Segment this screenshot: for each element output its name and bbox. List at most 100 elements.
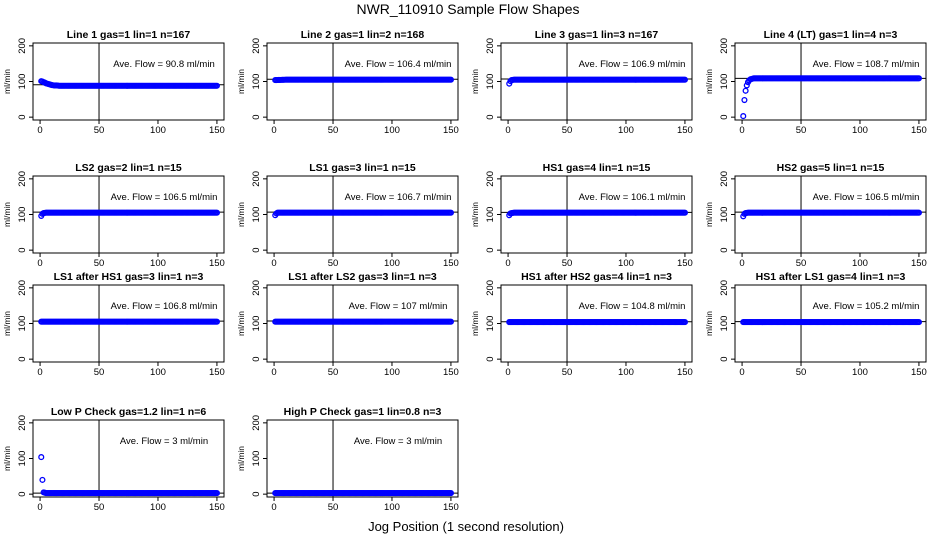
y-tick-label: 100 xyxy=(251,316,262,332)
y-tick-label: 0 xyxy=(251,247,262,252)
data-point xyxy=(915,319,922,326)
x-tick-label: 50 xyxy=(796,125,807,136)
x-tick-label: 100 xyxy=(618,258,634,269)
y-tick-label: 100 xyxy=(485,74,496,90)
data-point xyxy=(38,454,45,461)
data-point xyxy=(915,209,922,216)
x-tick-label: 50 xyxy=(562,125,573,136)
panel-10: LS1 after LS2 gas=3 lin=1 n=3 0 50 100 150 0 1… xyxy=(236,271,459,378)
y-axis-label: ml/min xyxy=(470,69,480,94)
y-tick-label: 0 xyxy=(485,356,496,361)
panel-title: Line 3 gas=1 lin=3 n=167 xyxy=(535,29,659,41)
x-tick-label: 0 xyxy=(739,367,744,378)
panel-7: HS1 gas=4 lin=1 n=15 0 50 100 150 0 100 200 ml/m… xyxy=(470,162,693,269)
x-tick-label: 150 xyxy=(443,125,459,136)
x-tick-label: 100 xyxy=(384,125,400,136)
y-axis-label: ml/min xyxy=(236,446,246,471)
y-tick-label: 100 xyxy=(17,451,28,467)
x-tick-label: 100 xyxy=(852,258,868,269)
y-tick-label: 0 xyxy=(719,356,730,361)
y-tick-label: 200 xyxy=(17,415,28,431)
plot-frame xyxy=(266,419,459,498)
x-tick-label: 50 xyxy=(796,367,807,378)
y-tick-label: 0 xyxy=(251,491,262,496)
y-axis-label: ml/min xyxy=(704,202,714,227)
data-points xyxy=(38,78,220,89)
x-tick-label: 150 xyxy=(209,367,225,378)
panel-title: HS1 after LS1 gas=4 lin=1 n=3 xyxy=(756,271,906,283)
data-points xyxy=(38,318,220,325)
data-points xyxy=(506,209,688,219)
data-point xyxy=(213,209,220,216)
figure-xlabel: Jog Position (1 second resolution) xyxy=(368,519,564,534)
x-tick-label: 100 xyxy=(852,367,868,378)
y-tick-label: 0 xyxy=(251,114,262,119)
y-tick-label: 0 xyxy=(17,356,28,361)
x-tick-label: 50 xyxy=(94,367,105,378)
average-flow-annotation: Ave. Flow = 3 ml/min xyxy=(354,436,442,447)
x-tick-label: 150 xyxy=(209,258,225,269)
x-tick-label: 150 xyxy=(677,125,693,136)
data-points xyxy=(506,76,688,87)
x-tick-label: 50 xyxy=(328,258,339,269)
panel-8: HS2 gas=5 lin=1 n=15 0 50 100 150 0 100 200 ml/m… xyxy=(704,162,927,269)
x-tick-label: 50 xyxy=(94,258,105,269)
x-tick-label: 0 xyxy=(37,258,42,269)
plot-frame xyxy=(32,419,225,498)
x-tick-label: 0 xyxy=(505,258,510,269)
data-point xyxy=(213,82,220,89)
panel-title: Line 4 (LT) gas=1 lin=4 n=3 xyxy=(764,29,898,41)
y-tick-label: 200 xyxy=(17,38,28,54)
data-points xyxy=(506,319,688,326)
y-tick-label: 100 xyxy=(719,316,730,332)
x-tick-label: 150 xyxy=(443,502,459,513)
data-point xyxy=(447,318,454,325)
data-points xyxy=(272,209,454,219)
panel-title: LS1 after HS1 gas=3 lin=1 n=3 xyxy=(54,271,204,283)
plot-frame xyxy=(734,42,927,121)
y-axis-label: ml/min xyxy=(236,202,246,227)
y-tick-label: 100 xyxy=(251,451,262,467)
y-tick-label: 200 xyxy=(719,280,730,296)
y-tick-label: 0 xyxy=(17,491,28,496)
panel-2: Line 2 gas=1 lin=2 n=168 0 50 100 150 0 100 200… xyxy=(236,29,459,136)
data-point xyxy=(681,319,688,326)
data-point xyxy=(213,318,220,325)
y-axis-label: ml/min xyxy=(236,311,246,336)
x-tick-label: 150 xyxy=(677,258,693,269)
panel-title: Low P Check gas=1.2 lin=1 n=6 xyxy=(51,406,206,418)
y-axis-label: ml/min xyxy=(2,69,12,94)
y-tick-label: 100 xyxy=(251,207,262,223)
y-axis-label: ml/min xyxy=(470,202,480,227)
panel-title: Line 2 gas=1 lin=2 n=168 xyxy=(301,29,425,41)
panel-title: LS2 gas=2 lin=1 n=15 xyxy=(75,162,182,174)
y-tick-label: 200 xyxy=(719,171,730,187)
x-tick-label: 150 xyxy=(911,125,927,136)
y-tick-label: 0 xyxy=(485,114,496,119)
y-axis-label: ml/min xyxy=(2,446,12,471)
y-tick-label: 100 xyxy=(17,207,28,223)
y-tick-label: 200 xyxy=(719,38,730,54)
x-tick-label: 50 xyxy=(562,367,573,378)
panel-6: LS1 gas=3 lin=1 n=15 0 50 100 150 0 100 200 ml/m… xyxy=(236,162,459,269)
data-point xyxy=(743,82,750,89)
panel-13: Low P Check gas=1.2 lin=1 n=6 0 50 100 150 0 1… xyxy=(2,406,225,513)
y-tick-label: 0 xyxy=(719,114,730,119)
x-tick-label: 50 xyxy=(328,367,339,378)
average-flow-annotation: Ave. Flow = 104.8 ml/min xyxy=(579,301,686,312)
average-flow-annotation: Ave. Flow = 106.1 ml/min xyxy=(579,192,686,203)
x-tick-label: 100 xyxy=(618,367,634,378)
x-tick-label: 100 xyxy=(150,502,166,513)
y-tick-label: 0 xyxy=(17,247,28,252)
y-tick-label: 0 xyxy=(17,114,28,119)
y-axis-label: ml/min xyxy=(236,69,246,94)
panels: Line 1 gas=1 lin=1 n=167 0 50 100 150 0 100 200… xyxy=(2,29,927,513)
panel-title: HS1 after HS2 gas=4 lin=1 n=3 xyxy=(521,271,672,283)
data-points xyxy=(740,319,922,326)
x-tick-label: 100 xyxy=(150,258,166,269)
y-tick-label: 100 xyxy=(719,74,730,90)
y-tick-label: 200 xyxy=(485,171,496,187)
y-axis-label: ml/min xyxy=(704,311,714,336)
